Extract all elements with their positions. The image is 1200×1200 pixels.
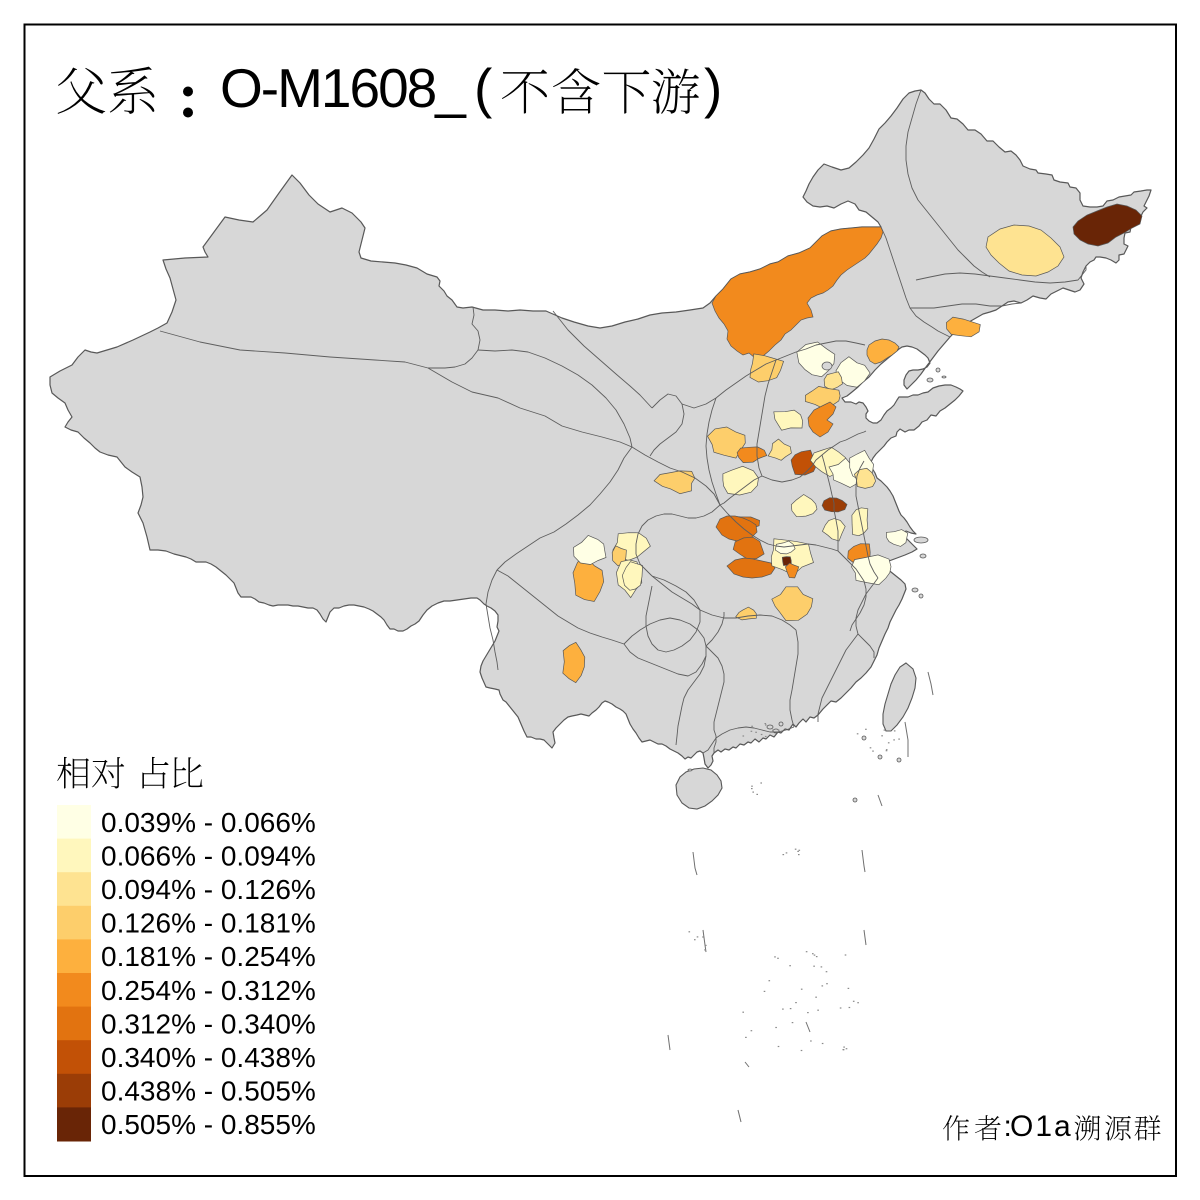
svg-text:): )	[704, 57, 722, 119]
svg-text:0.312% - 0.340%: 0.312% - 0.340%	[101, 1008, 316, 1039]
svg-text:0.066% - 0.094%: 0.066% - 0.094%	[101, 840, 316, 871]
svg-text:0.094% - 0.126%: 0.094% - 0.126%	[101, 874, 316, 905]
svg-text:0.254% - 0.312%: 0.254% - 0.312%	[101, 975, 316, 1006]
svg-text:0.126% - 0.181%: 0.126% - 0.181%	[101, 908, 316, 939]
svg-text:O1a: O1a	[1010, 1110, 1073, 1143]
svg-text:0.340% - 0.438%: 0.340% - 0.438%	[101, 1042, 316, 1073]
svg-text::: :	[1004, 1110, 1012, 1143]
svg-text:0.039% - 0.066%: 0.039% - 0.066%	[101, 807, 316, 838]
svg-text:O-M1608_: O-M1608_	[220, 57, 467, 119]
svg-text:0.181% - 0.254%: 0.181% - 0.254%	[101, 941, 316, 972]
svg-text:0.438% - 0.505%: 0.438% - 0.505%	[101, 1076, 316, 1107]
svg-text:(: (	[474, 57, 492, 119]
svg-text:0.505% - 0.855%: 0.505% - 0.855%	[101, 1109, 316, 1140]
